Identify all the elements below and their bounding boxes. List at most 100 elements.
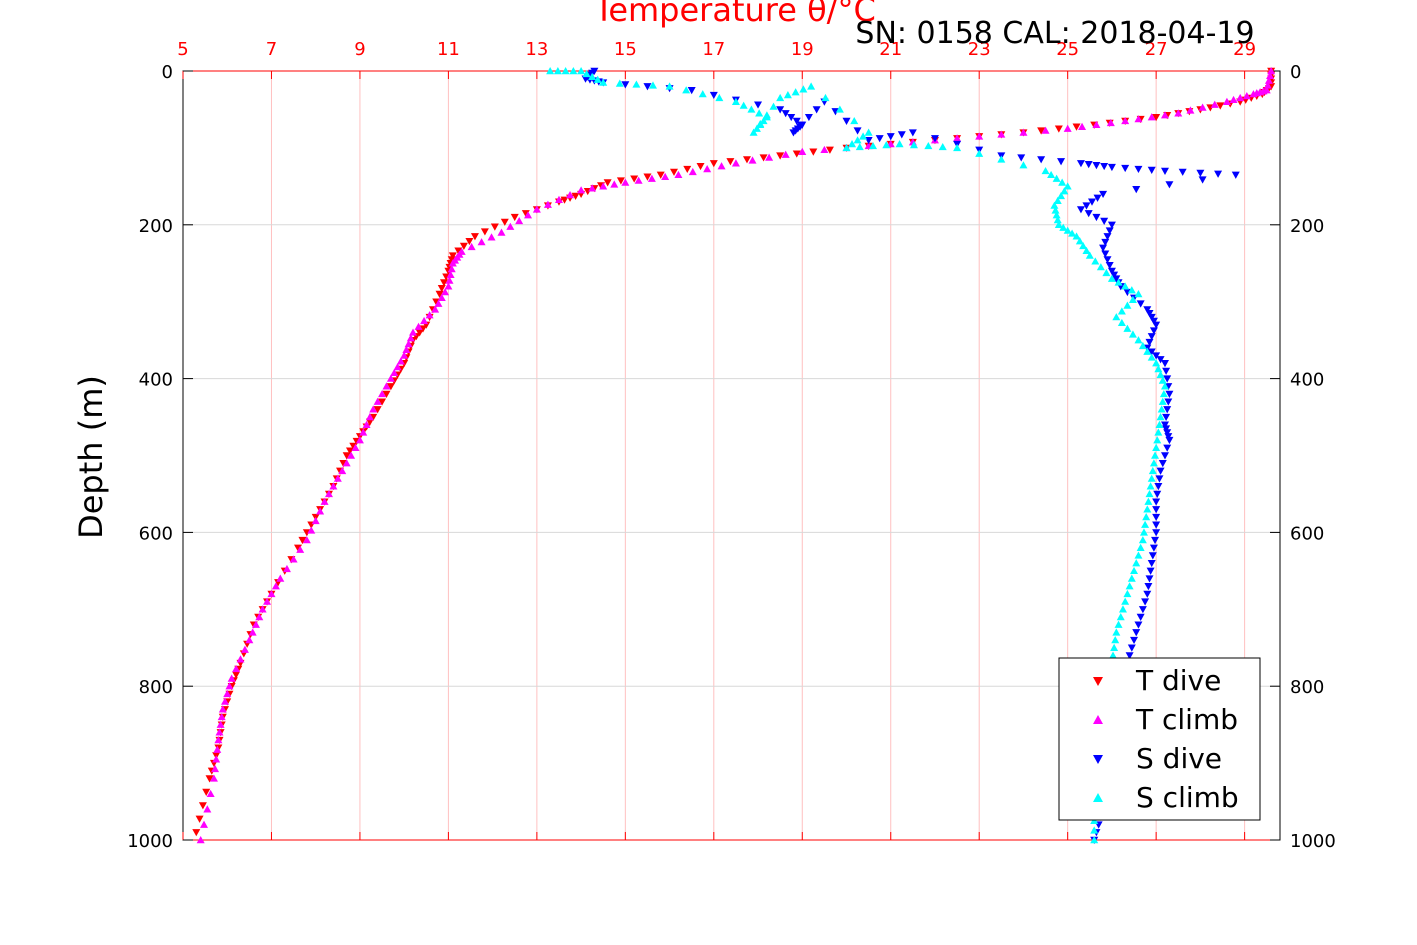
point-t-climb xyxy=(506,222,515,230)
point-s-dive xyxy=(643,83,652,91)
point-t-climb xyxy=(566,191,575,199)
point-s-dive xyxy=(1164,398,1173,406)
point-s-climb xyxy=(1143,347,1152,355)
point-s-climb xyxy=(1144,497,1153,505)
point-s-climb xyxy=(1075,237,1084,245)
point-s-climb xyxy=(909,141,918,149)
point-s-climb xyxy=(1111,636,1120,644)
point-t-climb xyxy=(296,545,305,553)
point-s-climb xyxy=(1051,206,1060,214)
point-s-dive xyxy=(1149,327,1158,335)
point-t-climb xyxy=(434,299,443,307)
point-s-climb xyxy=(1072,232,1081,240)
point-s-dive xyxy=(1130,636,1139,645)
point-s-climb xyxy=(1053,196,1062,204)
point-s-dive xyxy=(1152,506,1161,514)
point-s-climb xyxy=(1058,178,1067,186)
point-t-climb xyxy=(221,697,230,705)
point-s-dive xyxy=(1100,162,1109,171)
point-t-climb xyxy=(211,764,220,773)
x-tick-label: 27 xyxy=(1145,39,1168,60)
point-t-climb xyxy=(674,170,683,179)
x-tick-label: 19 xyxy=(791,39,814,60)
point-s-dive xyxy=(908,129,917,137)
point-t-climb xyxy=(225,682,234,690)
point-s-dive xyxy=(687,87,696,95)
point-t-dive xyxy=(742,156,751,164)
point-s-dive xyxy=(853,127,862,135)
point-t-climb xyxy=(1106,118,1115,127)
point-s-dive xyxy=(804,113,813,122)
point-t-climb xyxy=(1160,111,1169,119)
point-s-dive xyxy=(1145,575,1154,583)
point-s-climb xyxy=(762,111,771,119)
point-t-climb xyxy=(276,574,285,582)
point-t-dive xyxy=(202,788,211,796)
point-s-climb xyxy=(1134,336,1143,344)
point-s-dive xyxy=(1107,267,1116,275)
point-s-climb xyxy=(648,81,657,89)
point-t-climb xyxy=(217,712,226,721)
point-t-climb xyxy=(289,555,298,563)
y-tick-label-left: 0 xyxy=(162,62,173,83)
point-t-climb xyxy=(420,316,429,325)
point-t-climb xyxy=(324,489,333,498)
point-s-dive xyxy=(1121,164,1130,173)
point-s-climb xyxy=(1116,612,1125,621)
legend: T dive T climb S dive S climb xyxy=(1058,657,1261,821)
point-t-climb xyxy=(577,186,586,194)
point-t-climb xyxy=(255,612,264,621)
point-s-dive xyxy=(1107,221,1116,229)
point-t-climb xyxy=(437,293,446,302)
point-t-climb xyxy=(515,216,524,225)
point-s-climb xyxy=(1117,307,1126,315)
point-t-climb xyxy=(251,620,260,628)
legend-label: S climb xyxy=(1136,781,1239,814)
point-s-dive xyxy=(1134,621,1143,629)
point-t-climb xyxy=(240,645,249,653)
point-s-dive xyxy=(1105,227,1114,235)
point-t-dive xyxy=(373,406,382,414)
point-t-dive xyxy=(480,228,489,236)
point-t-climb xyxy=(378,389,387,398)
legend-label: T dive xyxy=(1135,664,1221,697)
point-t-dive xyxy=(490,223,499,231)
point-s-climb xyxy=(1134,290,1143,298)
point-s-climb xyxy=(1156,413,1165,421)
point-t-climb xyxy=(1266,71,1275,80)
point-t-climb xyxy=(647,174,656,182)
point-s-climb xyxy=(1158,376,1167,384)
point-s-dive xyxy=(1144,583,1153,591)
point-s-dive xyxy=(1151,536,1160,545)
point-s-dive xyxy=(1231,171,1240,179)
y-tick-label-left: 200 xyxy=(139,216,173,237)
point-t-dive xyxy=(447,256,456,264)
point-s-dive xyxy=(1134,165,1143,174)
point-t-climb xyxy=(282,564,291,573)
point-s-climb xyxy=(776,93,785,102)
point-s-climb xyxy=(588,72,597,80)
point-s-dive xyxy=(1152,498,1161,506)
legend-marker xyxy=(1093,715,1103,724)
point-s-climb xyxy=(895,140,904,148)
point-t-climb xyxy=(263,597,272,605)
point-s-climb xyxy=(1151,451,1160,459)
x-tick-label: 17 xyxy=(702,39,725,60)
point-t-climb xyxy=(267,589,276,598)
legend-marker xyxy=(1093,793,1103,802)
point-s-dive xyxy=(1158,459,1167,468)
point-t-climb xyxy=(365,413,374,421)
point-s-dive xyxy=(1152,321,1161,329)
point-s-dive xyxy=(1165,436,1174,445)
point-t-climb xyxy=(227,674,236,682)
point-t-climb xyxy=(953,134,962,142)
point-t-climb xyxy=(448,259,457,267)
point-s-dive xyxy=(1147,348,1156,356)
point-s-climb xyxy=(953,143,962,152)
point-s-climb xyxy=(1059,223,1068,231)
point-t-climb xyxy=(467,242,476,251)
point-t-climb xyxy=(400,351,409,359)
point-s-climb xyxy=(1052,211,1061,219)
point-t-climb xyxy=(402,345,411,353)
